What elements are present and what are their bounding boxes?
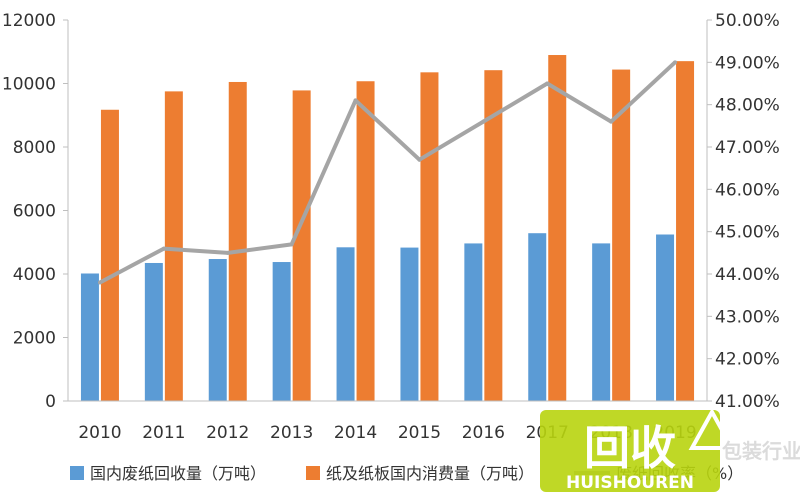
- right-tick-label-41.00%: 41.00%: [715, 392, 780, 412]
- point-rate-2017: [545, 81, 550, 86]
- right-tick-label-45.00%: 45.00%: [715, 223, 780, 243]
- bar-consumption-2012: [228, 81, 247, 401]
- bar-recovery-2015: [400, 247, 419, 401]
- legend-swatch-recovery: [70, 466, 84, 480]
- watermark-sub-text: HUISHOUREN: [566, 473, 694, 493]
- left-axis-ticks: 0 2000 4000 6000 8000 10000 12000: [2, 11, 68, 412]
- point-rate-2019: [673, 60, 678, 65]
- watermark-badge: [540, 410, 720, 492]
- watermark-logo: 回收 HUISHOUREN 包装行业: [540, 407, 800, 493]
- bar-recovery-2018: [592, 243, 611, 401]
- x-tick-label-2015: 2015: [398, 423, 441, 443]
- point-rate-2011: [161, 246, 166, 251]
- watermark-main-text: 回收: [584, 421, 676, 475]
- right-tick-label-42.00%: 42.00%: [715, 350, 780, 370]
- right-axis-ticks: 41.00% 42.00% 43.00% 44.00% 45.00% 46.00% 47.0…: [707, 11, 780, 412]
- left-tick-label-4000: 4000: [13, 265, 56, 285]
- legend-swatch-consumption: [306, 466, 320, 480]
- x-tick-label-2013: 2013: [270, 423, 313, 443]
- right-tick-label-44.00%: 44.00%: [715, 265, 780, 285]
- bar-recovery-2012: [208, 259, 227, 401]
- axes: [67, 20, 708, 402]
- point-rate-2015: [417, 157, 422, 162]
- bar-consumption-2018: [612, 69, 631, 401]
- x-tick-label-2012: 2012: [206, 423, 249, 443]
- bar-consumption-2011: [164, 91, 183, 402]
- right-tick-label-47.00%: 47.00%: [715, 138, 780, 158]
- bar-consumption-2015: [420, 72, 439, 401]
- point-rate-2010: [97, 280, 102, 285]
- right-tick-label-48.00%: 48.00%: [715, 96, 780, 116]
- legend-label-consumption: 纸及纸板国内消费量（万吨）: [326, 464, 534, 483]
- left-tick-label-6000: 6000: [13, 202, 56, 222]
- bar-recovery-2014: [336, 247, 355, 401]
- bar-recovery-2013: [272, 262, 291, 401]
- legend-item-consumption: 纸及纸板国内消费量（万吨）: [306, 464, 534, 483]
- point-rate-2018: [609, 119, 614, 124]
- bar-consumption-2014: [356, 81, 375, 401]
- left-tick-label-2000: 2000: [13, 329, 56, 349]
- bar-recovery-2011: [144, 262, 163, 401]
- bar-consumption-2010: [100, 109, 119, 401]
- left-tick-label-12000: 12000: [2, 11, 56, 31]
- x-tick-label-2011: 2011: [142, 423, 185, 443]
- bar-consumption-2017: [548, 55, 567, 401]
- left-tick-label-10000: 10000: [2, 75, 56, 95]
- point-rate-2013: [289, 242, 294, 247]
- line-recovery-rate: [99, 60, 677, 285]
- bar-recovery-2016: [464, 243, 483, 401]
- left-tick-label-8000: 8000: [13, 138, 56, 158]
- point-rate-2014: [353, 98, 358, 103]
- right-tick-label-43.00%: 43.00%: [715, 307, 780, 327]
- watermark-extra-text: 包装行业: [722, 439, 800, 463]
- recycle-triangle-icon: [688, 407, 736, 450]
- bar-recovery-2017: [528, 233, 547, 401]
- x-tick-label-2010: 2010: [78, 423, 121, 443]
- line-layer: [97, 60, 678, 285]
- point-rate-2016: [481, 119, 486, 124]
- x-tick-label-2016: 2016: [462, 423, 505, 443]
- bar-recovery-2010: [80, 273, 99, 401]
- legend-item-recovery: 国内废纸回收量（万吨）: [70, 464, 266, 483]
- bar-consumption-2013: [292, 90, 311, 401]
- point-rate-2012: [225, 250, 230, 255]
- x-tick-label-2014: 2014: [334, 423, 377, 443]
- right-tick-label-46.00%: 46.00%: [715, 180, 780, 200]
- bar-consumption-2019: [676, 61, 695, 401]
- left-tick-label-0: 0: [45, 392, 56, 412]
- right-tick-label-49.00%: 49.00%: [715, 53, 780, 73]
- bar-recovery-2019: [656, 234, 675, 401]
- bar-consumption-2016: [484, 70, 503, 401]
- legend-label-recovery: 国内废纸回收量（万吨）: [90, 464, 266, 483]
- right-tick-label-50.00%: 50.00%: [715, 11, 780, 31]
- bar-layer: [80, 55, 695, 402]
